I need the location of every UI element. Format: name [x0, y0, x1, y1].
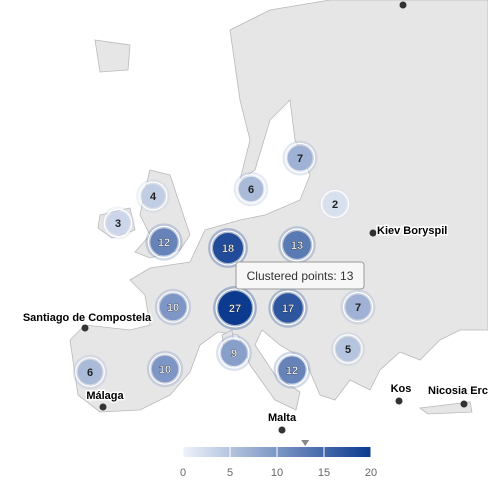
axis-tick-label: 15	[318, 467, 330, 479]
axis-tick-label: 10	[271, 467, 283, 479]
axis-tick-label: 0	[180, 467, 186, 479]
cluster-ring	[149, 353, 181, 385]
cluster	[345, 294, 371, 320]
cluster-ring	[320, 189, 350, 219]
cluster	[335, 336, 361, 362]
cluster-label: 2	[332, 199, 338, 211]
cluster	[141, 184, 165, 208]
city-label: Kiev Boryspil	[377, 225, 447, 237]
clusters: 7 4 6 2 3 12 18 13 10 27 17 7 5 6 10 9 12	[72, 140, 376, 390]
cluster	[287, 145, 313, 171]
cluster	[238, 176, 264, 202]
cluster-label: 7	[355, 302, 361, 314]
city-dot	[81, 324, 89, 332]
cluster-label: 6	[248, 184, 254, 196]
color-axis: 0 5 10 15 20	[180, 440, 377, 479]
city-dot	[460, 400, 468, 408]
cluster-ring	[138, 181, 168, 211]
tooltip: Clustered points: 13	[235, 261, 365, 290]
cluster	[221, 340, 247, 366]
cyprus	[418, 401, 473, 415]
cluster-label: 12	[158, 237, 170, 249]
land	[69, 0, 488, 415]
cluster-ring	[284, 142, 316, 174]
cluster-ring	[333, 334, 363, 364]
iceland	[94, 39, 131, 73]
cluster-ring	[275, 353, 309, 387]
city-dots: Kiev Boryspil Santiago de Compostela Málag…	[21, 1, 488, 434]
cluster	[278, 356, 306, 384]
cluster-label: 27	[229, 303, 241, 315]
cluster	[218, 291, 252, 325]
cluster-ring	[210, 230, 246, 266]
city-label: Málaga	[86, 390, 124, 402]
cluster	[159, 293, 187, 321]
cluster	[283, 231, 311, 259]
cluster-ring	[280, 228, 314, 262]
city-dot	[395, 397, 403, 405]
cluster-label: 9	[231, 348, 237, 360]
axis-tick-label: 5	[227, 467, 233, 479]
cluster	[150, 228, 178, 256]
city-dot	[369, 229, 377, 237]
city-dot	[278, 426, 286, 434]
city-label: Santiago de Compostela	[23, 312, 152, 324]
city-label: Nicosia Erc	[428, 385, 488, 397]
tooltip-box	[235, 261, 365, 290]
cluster-ring	[270, 290, 306, 326]
cluster-label: 17	[282, 303, 294, 315]
cluster-label: 7	[297, 153, 303, 165]
cluster-ring	[75, 357, 105, 387]
city-dot	[99, 403, 107, 411]
cluster-ring	[236, 174, 266, 204]
tooltip-value: 13	[340, 269, 354, 283]
cluster-ring	[103, 208, 133, 238]
cluster-ring	[342, 291, 374, 323]
hover-marker	[301, 440, 310, 446]
cluster-label: 5	[345, 344, 351, 356]
cluster-label: 12	[286, 365, 298, 377]
tooltip-text: Clustered points: 13	[247, 269, 354, 283]
cluster	[106, 211, 130, 235]
cluster-ring	[218, 337, 250, 369]
cluster-label: 10	[167, 302, 179, 314]
cluster-label: 18	[222, 243, 234, 255]
cluster-label: 10	[159, 364, 171, 376]
city-label: Kos	[391, 383, 412, 395]
cluster-label: 6	[87, 367, 93, 379]
cluster-ring	[157, 291, 189, 323]
cluster-label: 4	[150, 191, 157, 203]
cluster-label: 13	[291, 240, 303, 252]
cluster-ring	[147, 225, 181, 259]
cluster-label: 3	[115, 218, 121, 230]
axis-tick-label: 20	[365, 467, 377, 479]
cluster	[151, 355, 179, 383]
cluster	[213, 233, 243, 263]
cluster-ring	[215, 288, 255, 328]
cluster	[323, 192, 347, 216]
city-dot	[399, 1, 407, 9]
cluster	[77, 359, 103, 385]
cluster	[273, 293, 303, 323]
tooltip-label: Clustered points:	[247, 269, 337, 283]
city-label: Malta	[268, 412, 297, 424]
